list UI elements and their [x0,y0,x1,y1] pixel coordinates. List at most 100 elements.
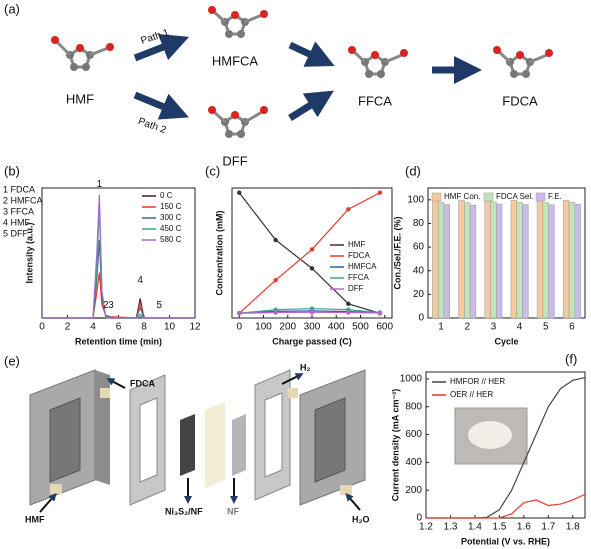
bar [458,200,465,319]
bar [568,201,576,319]
panel-label: (b) [4,163,20,178]
y-tick-label: 100 [407,194,424,205]
panel-label: (a) [4,1,20,16]
x-tick-label: 1.5 [492,522,506,533]
panel-label: (f) [565,351,577,366]
y-tick-label: 0 [416,513,422,524]
legend-swatch [431,192,442,202]
y-axis-title: Intensity (a.u.) [24,222,34,283]
x-tick-label: 300 [304,322,321,333]
y-tick-label: 800 [405,401,422,412]
peak-label: 3 [108,300,114,311]
point [377,310,383,316]
device-label: H₂O [352,514,370,524]
bar [548,204,555,319]
plot-frame [425,371,586,519]
y-tick-label: 200 [405,485,422,496]
legend-label: DFF [348,284,364,293]
x-tick-label: 5 [543,322,549,333]
y-tick-label: 20 [413,289,425,300]
molecule-label: FDCA [502,93,538,108]
y-tick-label: 60 [413,242,425,253]
peak-key: 3 FFCA [3,206,34,216]
molecule-label: HMF [66,91,94,106]
peak-label: 5 [157,300,163,311]
x-tick-label: 6 [116,322,122,333]
device-label: NF [227,506,239,516]
peak-key: 1 FDCA [3,184,35,194]
x-tick-label: 2 [65,322,71,333]
panel-label: (d) [405,163,421,178]
bar [516,202,523,319]
point [309,266,315,271]
bar [432,199,439,319]
bar [542,202,549,319]
legend-label: 150 C [160,202,182,211]
bar [536,200,544,319]
legend-label: HMF Con. [444,192,480,201]
x-tick-label: 4 [90,322,96,333]
bar [464,202,471,319]
point [346,301,351,307]
legend-label: 300 C [160,213,182,222]
point [309,247,315,252]
x-tick-label: 100 [255,322,272,333]
peak-label: 4 [137,275,143,286]
y-axis-title: Concentration (mM) [214,211,224,296]
bar [490,201,497,319]
legend-label: HMF [348,240,365,249]
plot-frame [427,187,586,319]
legend-label: FDCA [348,251,370,260]
x-axis-title: Cycle [494,336,518,346]
device-label: HMF [25,514,45,524]
point [273,237,278,243]
point [309,310,315,315]
x-tick-label: 4 [517,322,523,333]
x-tick-label: 600 [376,322,393,333]
legend-label: HMFOR // HER [450,377,505,386]
scheme: (a) HMF HMFCA DFF FFCA FDCA Path 1 Path … [4,1,553,168]
legend-swatch [535,192,546,202]
x-tick-label: 8 [141,322,147,333]
bar [437,201,445,319]
series-line [42,239,195,319]
y-tick-label: 600 [405,429,422,440]
legend-label: 0 C [160,191,173,200]
peak-key: 2 HMFCA [3,195,43,205]
bar [469,204,477,319]
point [346,310,351,315]
point [346,207,351,212]
peak-key: 4 HMF [3,217,31,227]
bar [484,199,491,319]
legend-label: 580 C [160,235,182,244]
x-tick-label: 10 [164,322,176,333]
legend-label: FDCA Sel. [496,192,533,201]
x-tick-label: 12 [189,322,201,333]
point [273,277,278,283]
legend-label: 450 C [160,224,182,233]
device-label: Ni₃S₂/NF [165,506,203,516]
series-line [42,194,195,319]
path-label: Path 2 [136,116,167,136]
legend-swatch [483,192,494,202]
x-tick-label: 400 [328,322,345,333]
x-tick-label: 1 [438,322,444,333]
y-axis-title: Current density (mA cm⁻²) [390,389,400,501]
bar [496,203,503,319]
legend-label: OER // HER [450,390,493,399]
peak-key: 5 DFF [3,228,29,238]
device-label: FDCA [130,378,155,388]
x-tick-label: 500 [352,322,369,333]
y-tick-label: 1000 [400,374,423,385]
x-tick-label: 1.2 [419,522,433,533]
bar [563,200,570,319]
point [273,310,278,315]
y-tick-label: 80 [413,218,425,229]
bar [443,204,450,319]
legend-label: HMFCA [348,262,377,271]
molecule-label: FFCA [358,93,392,108]
x-tick-label: 6 [569,322,575,333]
x-tick-label: 1.4 [468,522,482,533]
panel-label: (e) [4,353,20,368]
